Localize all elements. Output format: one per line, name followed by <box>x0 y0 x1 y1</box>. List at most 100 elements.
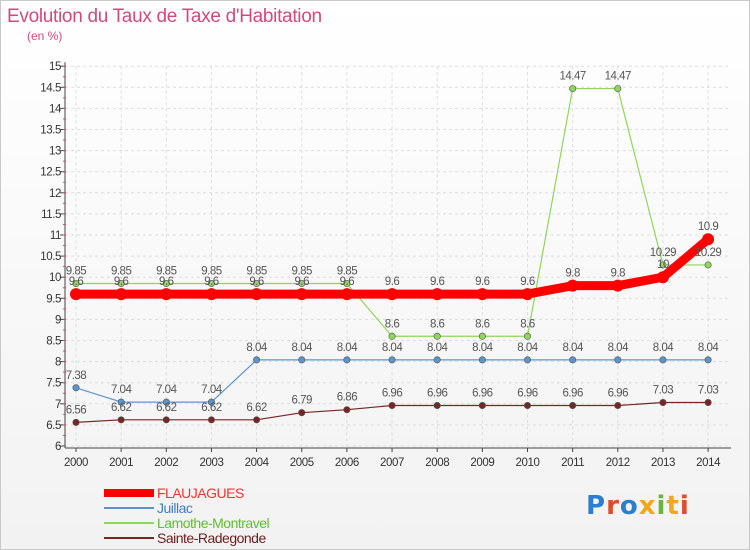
data-point <box>523 356 531 364</box>
data-point <box>388 401 396 409</box>
data-label: 8.04 <box>653 342 674 354</box>
chart-title: Evolution du Taux de Taxe d'Habitation <box>7 6 322 27</box>
data-label: 9.85 <box>337 266 357 278</box>
data-label: 9.6 <box>520 276 535 288</box>
data-label: 6.96 <box>382 387 402 399</box>
data-point <box>431 288 444 301</box>
x-tick-label: 2011 <box>561 457 584 469</box>
y-tick-label: 6 <box>55 441 61 453</box>
data-point <box>478 356 486 364</box>
y-tick-label: 15 <box>49 61 61 73</box>
data-label: 6.96 <box>472 387 492 399</box>
x-tick-label: 2013 <box>651 457 675 469</box>
data-label: 10 <box>657 259 669 271</box>
data-point <box>340 288 353 301</box>
data-label: 6.62 <box>111 402 131 414</box>
data-label: 6.96 <box>562 387 582 399</box>
data-point <box>566 279 579 292</box>
y-tick-label: 9.5 <box>46 293 61 305</box>
data-label: 7.04 <box>156 384 177 396</box>
data-point <box>704 399 712 407</box>
data-point <box>117 280 125 288</box>
data-label: 8.04 <box>562 342 583 354</box>
data-label: 8.6 <box>385 318 400 330</box>
data-point <box>476 288 489 301</box>
brand-letter: o <box>619 491 639 521</box>
data-label: 9.85 <box>246 266 266 278</box>
x-tick-label: 2010 <box>516 457 540 469</box>
data-label: 9.6 <box>340 276 355 288</box>
data-point <box>343 280 351 288</box>
data-point <box>72 384 80 392</box>
data-label: 6.56 <box>66 404 86 416</box>
data-point <box>659 399 667 407</box>
data-point <box>614 356 622 364</box>
data-point <box>478 332 486 340</box>
data-point <box>702 233 715 246</box>
legend-label: Sainte-Radegonde <box>157 530 266 546</box>
data-label: 6.79 <box>292 395 312 407</box>
data-point <box>117 416 125 424</box>
x-tick-label: 2009 <box>470 457 494 469</box>
data-label: 8.6 <box>520 318 535 330</box>
data-label: 9.85 <box>66 266 86 278</box>
x-tick-label: 2004 <box>245 457 270 469</box>
data-label: 10.9 <box>698 221 718 233</box>
data-label: 6.96 <box>608 387 628 399</box>
brand-letter: i <box>679 491 690 521</box>
data-label: 8.6 <box>430 318 445 330</box>
data-label: 8.04 <box>292 342 313 354</box>
data-point <box>704 356 712 364</box>
data-label: 7.03 <box>698 385 718 397</box>
x-tick-label: 2003 <box>199 457 223 469</box>
brand-letter: t <box>666 491 680 521</box>
data-point <box>659 356 667 364</box>
data-label: 8.04 <box>427 342 448 354</box>
y-tick-label: 7 <box>55 399 61 411</box>
legend-swatch <box>104 522 154 524</box>
data-point <box>656 271 669 284</box>
data-label: 9.6 <box>159 276 174 288</box>
data-point <box>298 280 306 288</box>
data-point <box>569 401 577 409</box>
data-label: 9.6 <box>385 276 400 288</box>
data-label: 9.6 <box>249 276 264 288</box>
data-label: 10.29 <box>695 247 721 259</box>
x-tick-label: 2001 <box>109 457 133 469</box>
data-label: 9.6 <box>475 276 490 288</box>
y-tick-label: 13.5 <box>40 125 61 137</box>
legend-label: Lamothe-Montravel <box>157 515 270 531</box>
y-tick-label: 10.5 <box>40 251 61 263</box>
data-point <box>205 288 218 301</box>
y-tick-label: 14.5 <box>40 82 61 94</box>
data-point <box>115 288 128 301</box>
data-label: 7.04 <box>111 384 132 396</box>
y-tick-label: 7.5 <box>46 378 61 390</box>
y-tick-label: 6.5 <box>46 420 61 432</box>
data-point <box>117 398 125 406</box>
data-point <box>250 288 263 301</box>
data-label: 8.04 <box>517 342 538 354</box>
legend-swatch <box>104 537 154 539</box>
data-label: 6.62 <box>246 402 266 414</box>
data-label: 6.62 <box>201 402 221 414</box>
brand-letter: x <box>638 491 657 521</box>
data-point <box>162 398 170 406</box>
legend-swatch <box>104 507 154 509</box>
data-label: 9.8 <box>565 268 580 280</box>
data-point <box>388 332 396 340</box>
data-point <box>295 288 308 301</box>
y-tick-label: 11.5 <box>41 209 61 221</box>
y-tick-label: 13 <box>49 146 61 158</box>
data-point <box>611 279 624 292</box>
data-label: 9.85 <box>292 266 312 278</box>
data-point <box>162 280 170 288</box>
data-point <box>253 280 261 288</box>
data-label: 6.96 <box>517 387 537 399</box>
data-point <box>160 288 173 301</box>
data-point <box>207 398 215 406</box>
y-tick-label: 14 <box>49 103 62 115</box>
data-label: 8.04 <box>472 342 493 354</box>
data-point <box>433 401 441 409</box>
